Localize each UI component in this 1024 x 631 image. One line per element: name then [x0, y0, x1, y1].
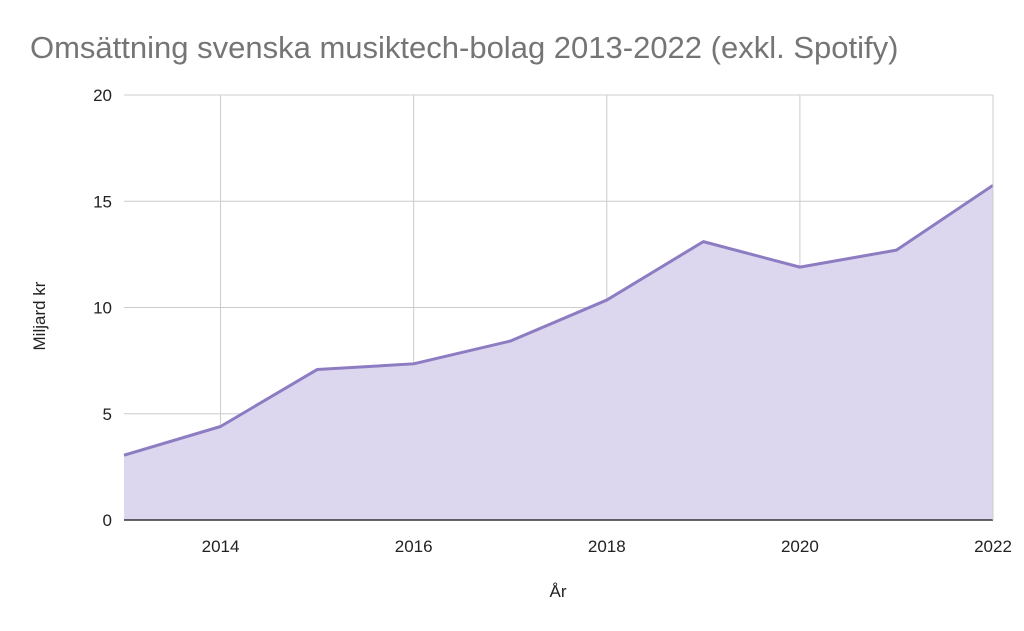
area-fill-0 [124, 185, 993, 520]
axes [124, 95, 994, 521]
series-line-0 [123, 184, 994, 457]
x-tick-label-1: 2016 [395, 537, 433, 556]
y-tick-label-4: 20 [93, 86, 112, 105]
chart-title: Omsättning svenska musiktech-bolag 2013-… [30, 30, 898, 65]
x-axis-label: År [550, 582, 567, 601]
tick-labels: 0 5 10 15 20 2014 2016 2018 2020 2022 [93, 86, 1012, 556]
x-tick-label-4: 2022 [974, 537, 1012, 556]
x-tick-label-2: 2018 [588, 537, 626, 556]
y-tick-label-1: 5 [103, 405, 112, 424]
y-axis-label: Miljard kr [30, 281, 49, 350]
x-tick-label-3: 2020 [781, 537, 819, 556]
y-tick-label-3: 15 [93, 192, 112, 211]
y-tick-label-2: 10 [93, 299, 112, 318]
area-series [123, 184, 994, 520]
y-tick-label-0: 0 [103, 511, 112, 530]
x-tick-label-0: 2014 [202, 537, 240, 556]
